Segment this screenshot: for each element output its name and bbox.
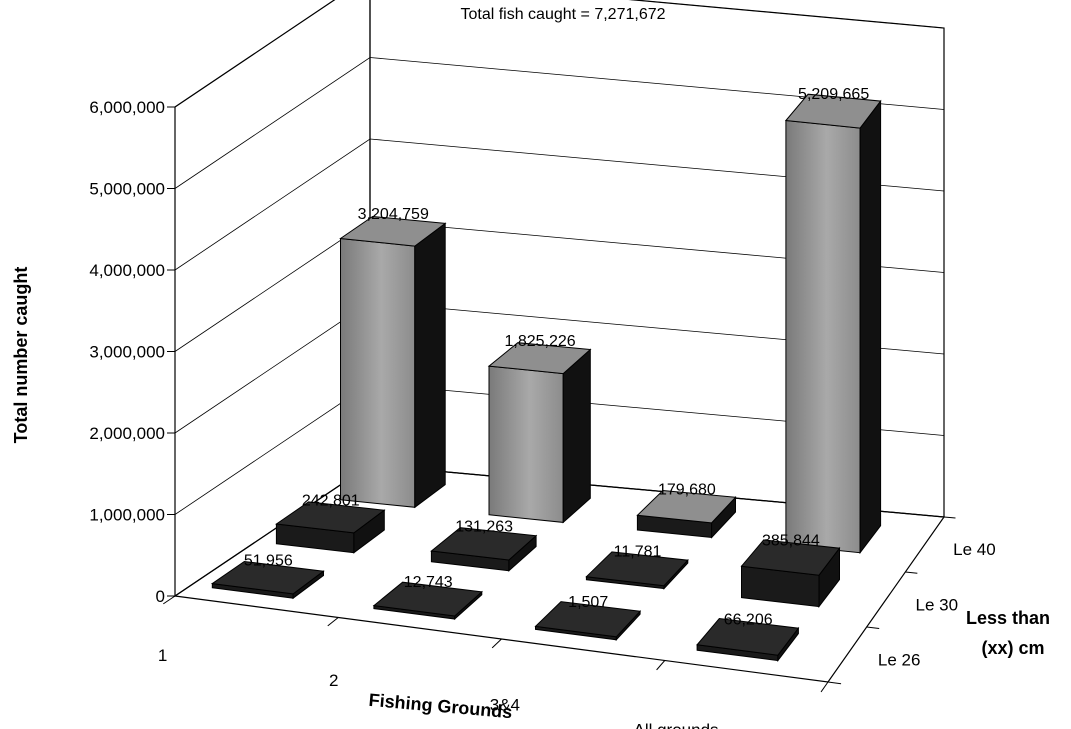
- data-label: 3,204,759: [358, 206, 429, 223]
- y-axis-title: Total number caught: [11, 267, 31, 444]
- x-tick: [656, 660, 666, 671]
- series-label: Le 30: [916, 595, 959, 614]
- bar: [534, 601, 642, 642]
- bar: [210, 560, 325, 600]
- data-label: 1,507: [568, 594, 608, 611]
- bar-top: [275, 501, 386, 534]
- bar-top: [784, 93, 882, 129]
- bar-top: [430, 527, 538, 561]
- series-label: Le 26: [878, 651, 921, 670]
- x-tick: [327, 617, 339, 627]
- bar: [339, 215, 447, 509]
- bar-top: [339, 215, 447, 247]
- bar-front: [785, 119, 861, 554]
- chart-axes: [163, 106, 956, 693]
- data-label: 179,680: [658, 482, 716, 499]
- bar-top: [372, 581, 483, 617]
- y-tick-label: 6,000,000: [89, 98, 165, 117]
- z-tick: [943, 516, 956, 519]
- bar-top: [585, 551, 689, 587]
- bars: [210, 93, 882, 663]
- bar: [585, 551, 689, 590]
- data-label: 5,209,665: [798, 86, 869, 103]
- bar: [430, 527, 538, 572]
- bar: [740, 539, 841, 609]
- x-tick: [491, 638, 502, 649]
- x-tick-label: 2: [329, 671, 338, 690]
- bar-side: [414, 222, 446, 509]
- bar-top: [696, 617, 800, 656]
- data-label: 12,743: [404, 574, 453, 591]
- bar-top: [210, 560, 325, 595]
- bar-side: [859, 99, 882, 555]
- bar-top: [487, 342, 592, 375]
- bar-top: [740, 539, 841, 576]
- gridline: [174, 138, 945, 271]
- z-axis-title-line2: (xx) cm: [981, 638, 1044, 658]
- data-label: 131,263: [455, 519, 513, 536]
- gridline: [174, 0, 945, 108]
- x-tick-label: 3&4: [490, 696, 520, 715]
- data-label: 66,206: [724, 612, 773, 629]
- z-axis-title-line1: Less than: [966, 608, 1050, 628]
- y-tick-label: 0: [156, 587, 165, 606]
- y-tick-label: 3,000,000: [89, 343, 165, 362]
- data-label: 385,844: [762, 532, 820, 549]
- bar: [636, 489, 737, 539]
- bar: [784, 93, 882, 555]
- bar: [275, 501, 386, 554]
- z-tick: [866, 626, 880, 629]
- x-tick-label: 1: [158, 646, 167, 665]
- bar-side: [562, 348, 591, 524]
- z-tick: [827, 681, 842, 685]
- data-label: 242,801: [302, 492, 360, 509]
- bar-front: [340, 237, 416, 508]
- bar-top: [534, 601, 642, 638]
- bar-top: [636, 489, 737, 524]
- data-label: 1,825,226: [504, 333, 575, 350]
- x-tick: [820, 681, 829, 693]
- z-tick: [905, 571, 918, 574]
- labels: 0 1,000,000 2,000,000 3,000,000 4,000,000 5,0…: [89, 86, 995, 729]
- data-label: 51,956: [244, 553, 293, 570]
- bar: [372, 581, 483, 621]
- data-label: 11,781: [614, 544, 662, 561]
- y-tick-label: 4,000,000: [89, 261, 165, 280]
- x-tick: [163, 595, 176, 605]
- chart-title: Total fish caught = 7,271,672: [460, 6, 665, 23]
- bar-front: [488, 365, 564, 523]
- x-tick-label: All grounds: [633, 721, 718, 729]
- bar: [487, 342, 592, 524]
- y-tick-label: 1,000,000: [89, 506, 165, 525]
- y-tick-label: 5,000,000: [89, 180, 165, 199]
- bar: [696, 617, 800, 663]
- series-label: Le 40: [953, 540, 996, 559]
- y-tick-label: 2,000,000: [89, 424, 165, 443]
- gridline: [174, 57, 945, 189]
